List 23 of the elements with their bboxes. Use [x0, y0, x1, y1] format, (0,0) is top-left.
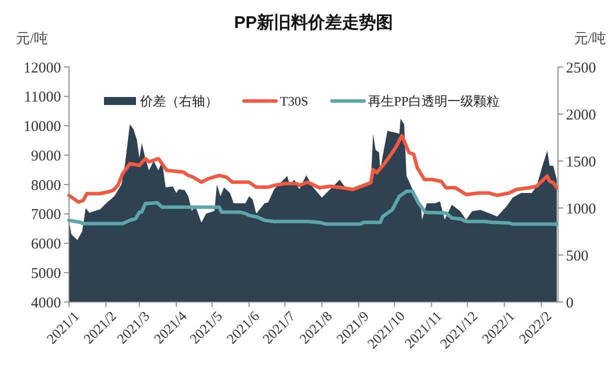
y2-tick-label: 2500 [566, 60, 596, 76]
y-tick-label: 6000 [31, 236, 61, 252]
y-tick-label: 12000 [24, 60, 61, 76]
line-series [67, 190, 559, 226]
y-tick-label: 4000 [31, 295, 61, 312]
y2-tick-label: 2000 [566, 107, 596, 124]
y2-tick-label: 500 [566, 248, 588, 264]
chart-title: PP新旧料价差走势图 [234, 13, 393, 32]
legend-label: T30S [280, 94, 308, 109]
y-tick-label: 9000 [31, 148, 61, 164]
y2-tick-label: 1000 [566, 201, 596, 218]
line-series [67, 134, 559, 204]
y-tick-label: 11000 [24, 90, 61, 106]
y2-tick-label: 0 [566, 295, 574, 312]
y-tick-label: 10000 [24, 119, 61, 135]
y-tick-label: 7000 [31, 207, 61, 224]
legend-label: 价差（右轴） [139, 94, 218, 109]
legend-label: 再生PP白透明一级颗粒 [368, 94, 500, 109]
y-tick-label: 5000 [31, 266, 61, 282]
y2-tick-label: 1500 [566, 154, 596, 170]
y2-axis-title: 元/吨 [574, 31, 606, 47]
y-tick-label: 8000 [31, 178, 61, 194]
y-axis-title: 元/吨 [16, 31, 48, 47]
